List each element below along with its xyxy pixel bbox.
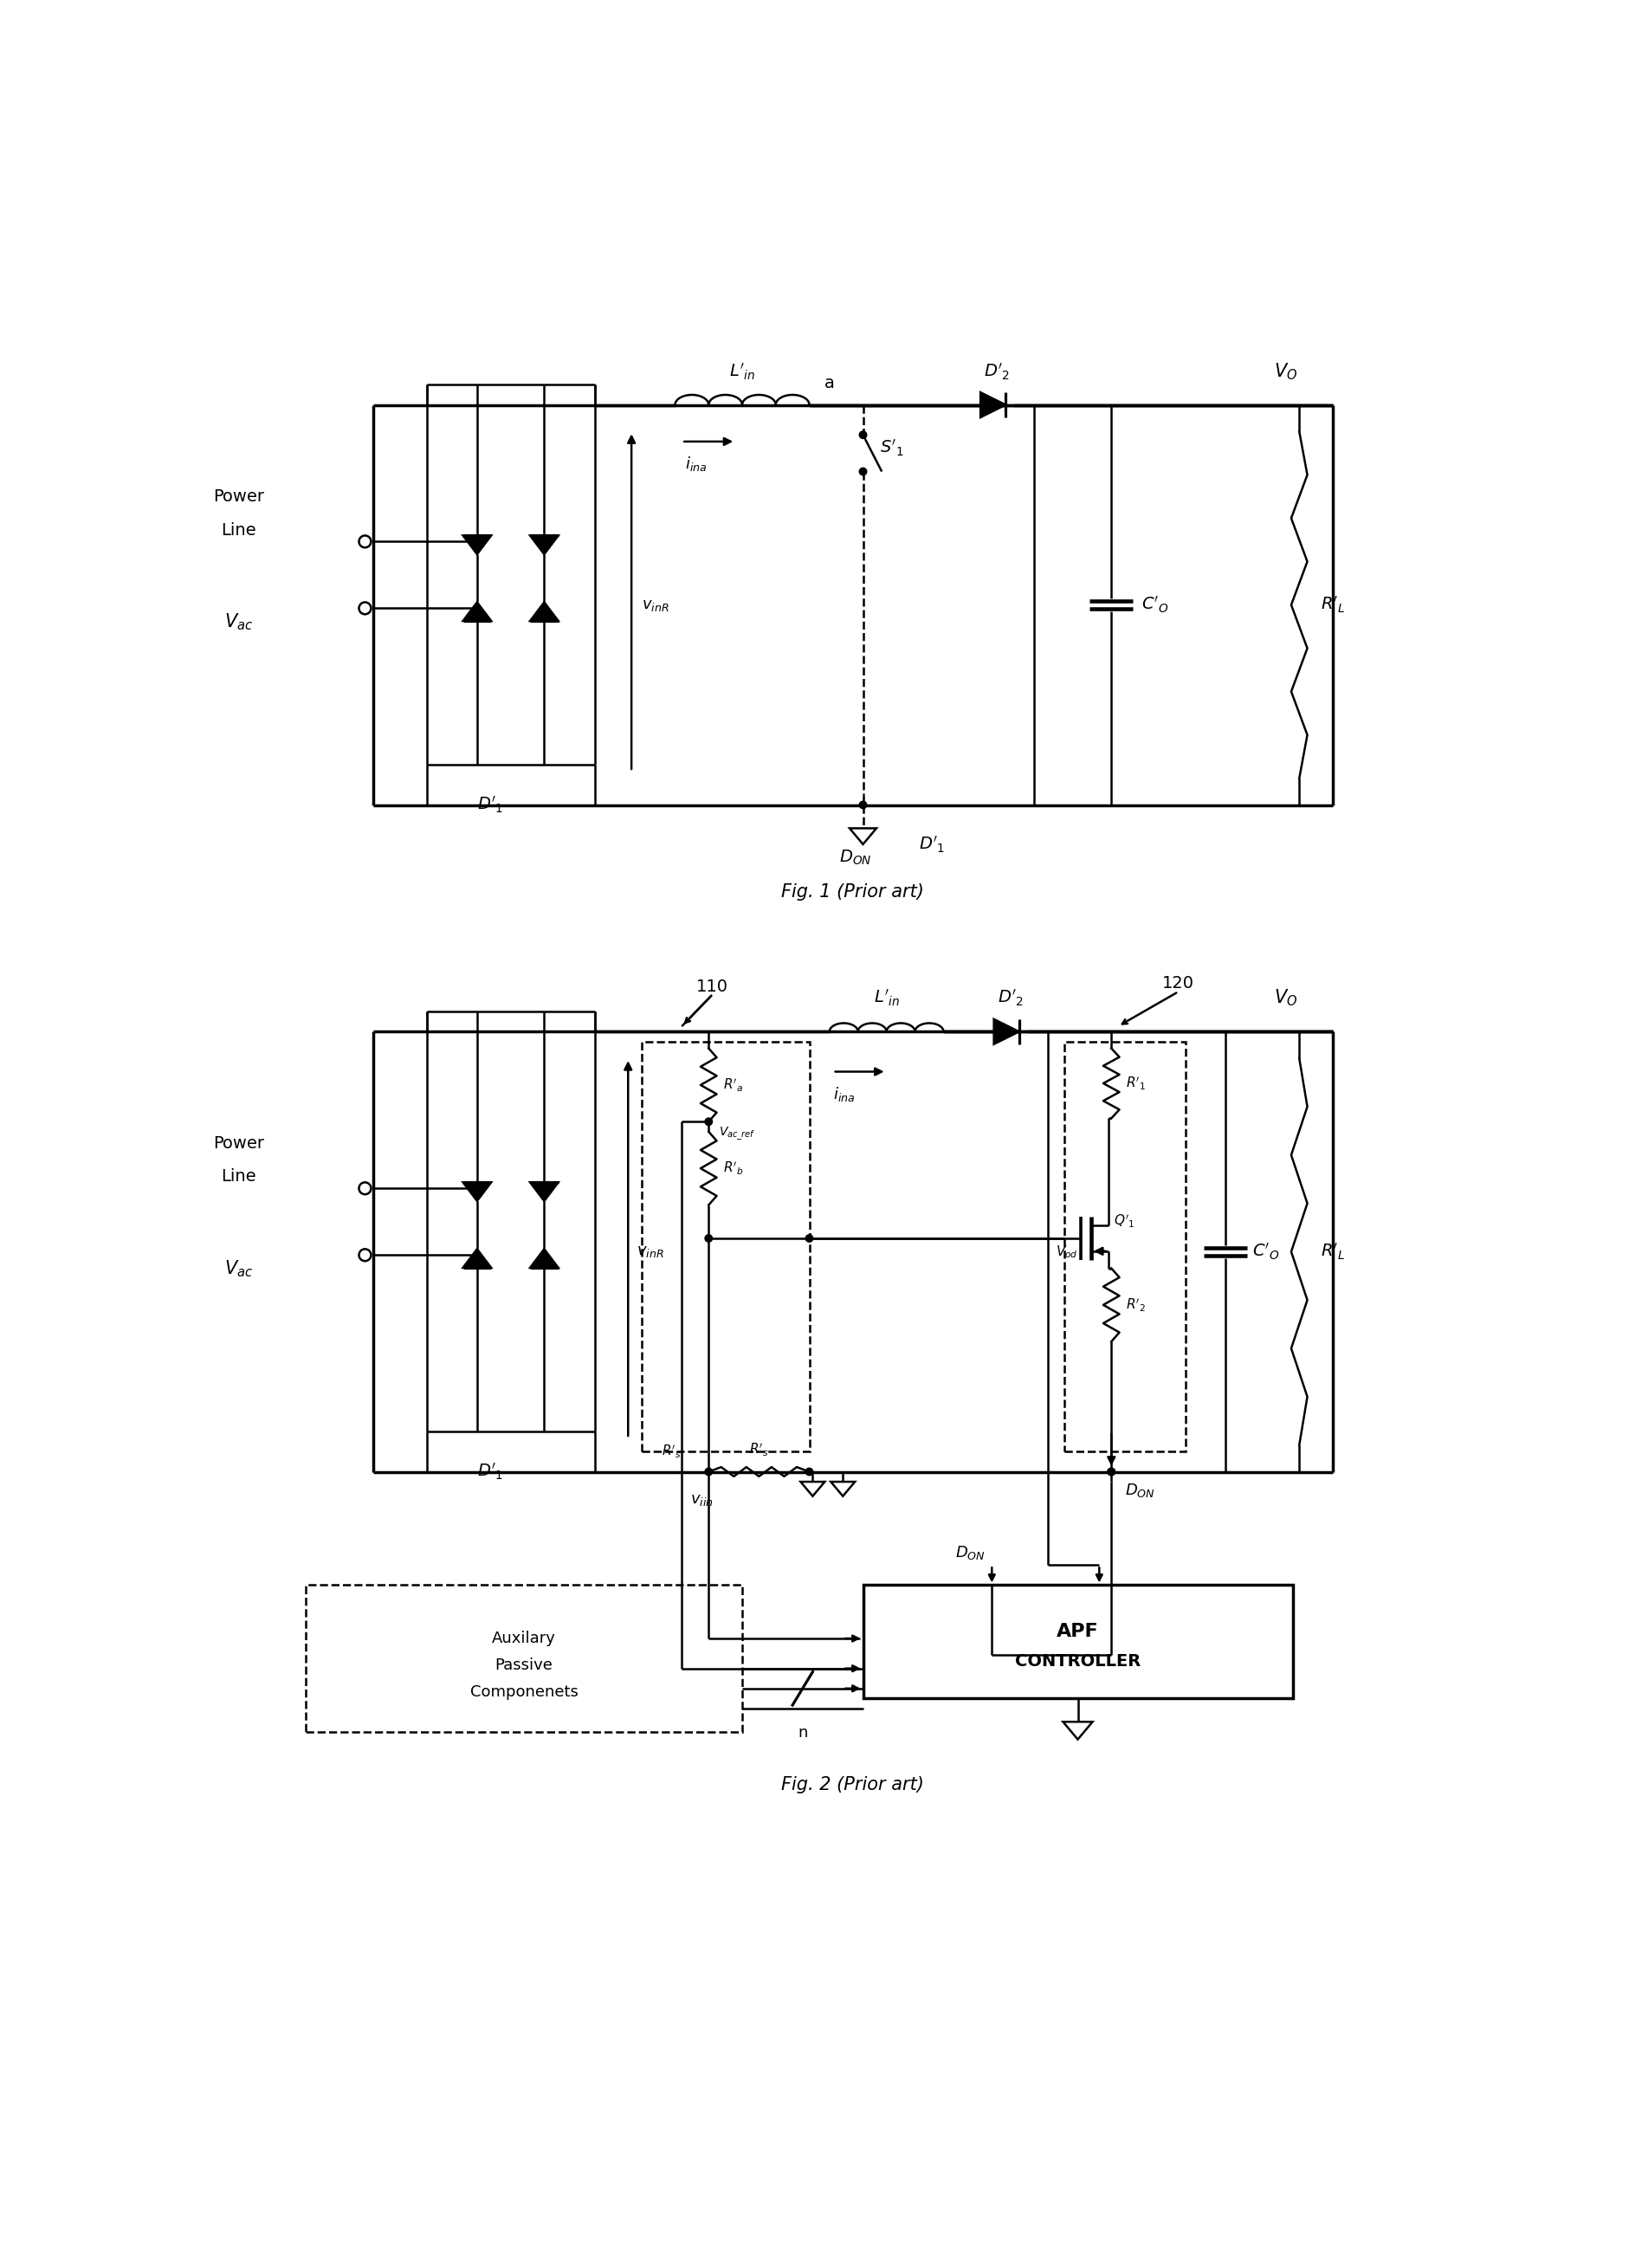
Circle shape [806, 1467, 813, 1476]
Text: $D_{ON}$: $D_{ON}$ [956, 1545, 985, 1563]
Polygon shape [530, 1250, 558, 1268]
Text: $L'_{in}$: $L'_{in}$ [729, 361, 755, 381]
Polygon shape [463, 1182, 491, 1202]
Circle shape [859, 801, 867, 810]
Text: Line: Line [222, 522, 256, 538]
Text: $R'_L$: $R'_L$ [1320, 594, 1345, 615]
Text: $i_{ina}$: $i_{ina}$ [832, 1084, 855, 1102]
Text: Fig. 1 (Prior art): Fig. 1 (Prior art) [782, 882, 924, 900]
Text: $v_{iin}$: $v_{iin}$ [690, 1492, 714, 1508]
Text: $R'_s$: $R'_s$ [662, 1442, 681, 1461]
Text: Passive: Passive [496, 1658, 553, 1674]
Text: Power: Power [213, 488, 264, 506]
Text: $D_{ON}$: $D_{ON}$ [839, 848, 872, 866]
Text: $D'_1$: $D'_1$ [478, 1463, 504, 1481]
Text: CONTROLLER: CONTROLLER [1015, 1653, 1141, 1669]
Text: $V_O$: $V_O$ [1274, 989, 1297, 1009]
Text: $v_{inR}$: $v_{inR}$ [635, 1243, 663, 1259]
Bar [1064, 1041, 1186, 1452]
Text: $i_{ina}$: $i_{ina}$ [685, 456, 708, 474]
Text: $R'_1$: $R'_1$ [1126, 1075, 1146, 1091]
Circle shape [1108, 1467, 1115, 1476]
Circle shape [1108, 1467, 1115, 1476]
Text: APF: APF [1057, 1624, 1098, 1640]
Text: $R'_2$: $R'_2$ [1126, 1297, 1146, 1313]
Text: $v_{inR}$: $v_{inR}$ [642, 596, 668, 612]
Text: $D_{ON}$: $D_{ON}$ [1125, 1481, 1154, 1499]
Text: Auxilary: Auxilary [493, 1631, 557, 1647]
Bar [864, 1585, 1292, 1699]
Text: $L'_{in}$: $L'_{in}$ [874, 989, 900, 1009]
Text: a: a [824, 374, 834, 392]
Polygon shape [530, 535, 558, 553]
Polygon shape [530, 1182, 558, 1202]
Text: 120: 120 [1163, 975, 1194, 991]
Circle shape [806, 1234, 813, 1243]
Bar [305, 1585, 742, 1733]
Bar [642, 1041, 810, 1452]
Text: $C'_O$: $C'_O$ [1253, 1241, 1279, 1261]
Text: Power: Power [213, 1136, 264, 1152]
Text: $V_{ac}$: $V_{ac}$ [225, 1259, 253, 1279]
Polygon shape [993, 1018, 1020, 1043]
Circle shape [859, 467, 867, 476]
Text: $Q'_1$: $Q'_1$ [1113, 1213, 1135, 1229]
Circle shape [704, 1118, 713, 1125]
Polygon shape [463, 1250, 491, 1268]
Circle shape [704, 1234, 713, 1243]
Text: $R'_b$: $R'_b$ [724, 1159, 744, 1177]
Text: $V_O$: $V_O$ [1274, 361, 1297, 381]
Circle shape [859, 431, 867, 438]
Circle shape [704, 1467, 713, 1476]
Polygon shape [463, 535, 491, 553]
Polygon shape [530, 603, 558, 621]
Text: $D'_1$: $D'_1$ [478, 796, 504, 814]
Text: $R'_a$: $R'_a$ [724, 1077, 744, 1093]
Text: $S'_1$: $S'_1$ [880, 438, 903, 458]
Text: $C'_O$: $C'_O$ [1141, 594, 1169, 615]
Text: $V_{ac\_ref}$: $V_{ac\_ref}$ [719, 1125, 755, 1141]
Text: $D'_2$: $D'_2$ [998, 989, 1023, 1009]
Text: $V_{ac}$: $V_{ac}$ [225, 612, 253, 633]
Text: Fig. 2 (Prior art): Fig. 2 (Prior art) [782, 1776, 924, 1794]
Text: $D'_2$: $D'_2$ [984, 361, 1010, 381]
Text: $R'_L$: $R'_L$ [1320, 1241, 1345, 1261]
Text: 110: 110 [696, 978, 727, 996]
Text: $V_{od}$: $V_{od}$ [1056, 1243, 1077, 1259]
Text: Componenets: Componenets [470, 1685, 578, 1699]
Polygon shape [463, 603, 491, 621]
Text: $D'_1$: $D'_1$ [920, 835, 944, 855]
Text: n: n [798, 1726, 808, 1742]
Text: $R'_s$: $R'_s$ [749, 1442, 768, 1458]
Polygon shape [980, 392, 1005, 417]
Text: Line: Line [222, 1168, 256, 1184]
